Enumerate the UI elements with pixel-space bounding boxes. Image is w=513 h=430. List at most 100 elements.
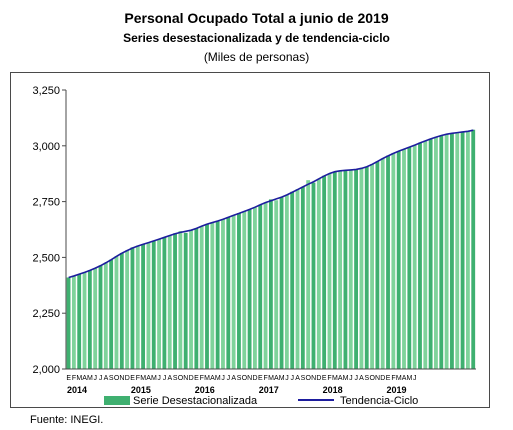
x-month-label: A [231,375,236,382]
x-month-label: F [136,375,140,382]
chart-frame [10,72,490,408]
bar [428,138,433,369]
bar [274,200,279,369]
x-month-label: E [194,375,199,382]
bar [167,235,172,369]
legend-line-label: Tendencia-Ciclo [340,395,418,407]
bar [402,149,406,369]
bar [199,226,204,369]
bar [455,132,460,369]
bar [135,245,140,369]
bar [119,252,124,369]
x-month-label: O [369,375,375,382]
x-month-label: E [322,375,327,382]
bar [460,131,465,369]
x-month-label: E [66,375,71,382]
x-month-label: A [338,375,343,382]
x-month-label: S [301,375,306,382]
bar [87,270,92,369]
x-month-label: M [151,375,157,382]
x-month-label: S [173,375,178,382]
bar [322,175,327,369]
bar [343,170,348,369]
x-month-label: M [140,375,146,382]
x-month-label: A [402,375,407,382]
x-month-label: J [413,375,417,382]
x-month-label: A [210,375,215,382]
bar [82,272,87,369]
x-month-label: J [227,375,231,382]
bar [210,222,215,369]
bar [284,194,289,369]
bar [173,233,177,369]
bar [125,250,130,369]
bar [434,136,438,369]
bar [77,274,82,369]
x-month-label: O [306,375,312,382]
y-tick-label: 2,750 [32,197,60,209]
bar [412,144,417,369]
x-year-label: 2014 [67,385,87,395]
bar [71,275,76,369]
bar [375,161,380,369]
x-month-label: J [99,375,103,382]
bar [327,173,332,369]
bar [423,140,428,369]
x-month-label: J [349,375,353,382]
bar [300,186,305,369]
bar [268,199,273,369]
x-month-label: M [87,375,93,382]
x-year-label: 2018 [323,385,343,395]
x-month-label: S [365,375,370,382]
bar [295,189,300,369]
bar [242,211,247,369]
x-year-label: 2015 [131,385,151,395]
x-month-label: D [380,375,385,382]
x-month-label: J [163,375,167,382]
x-month-label: D [252,375,257,382]
y-tick-label: 2,250 [32,308,60,320]
x-month-label: M [204,375,210,382]
bar [231,214,236,369]
bar [380,158,385,369]
bar [290,191,295,369]
bar [348,169,353,369]
bar [162,237,167,369]
bar [189,230,193,369]
bar [263,202,268,369]
bar [258,204,263,369]
y-tick-label: 2,000 [32,364,60,376]
x-month-label: F [264,375,268,382]
bar [338,170,343,369]
x-month-label: A [104,375,109,382]
bar [93,268,98,369]
x-month-label: F [391,375,395,382]
x-month-label: A [167,375,172,382]
source-note: Fuente: INEGI. [30,414,104,426]
bar [465,131,470,369]
bar [66,277,71,369]
x-month-label: J [94,375,98,382]
x-month-label: N [119,375,124,382]
x-month-label: M [396,375,402,382]
bar [183,232,188,369]
x-month-label: J [354,375,358,382]
bar [311,182,316,369]
bar [332,171,337,369]
bar [279,197,284,369]
x-month-label: F [200,375,204,382]
bar [157,239,161,369]
legend-bar-swatch [104,396,130,405]
bar [151,240,156,369]
x-year-label: 2017 [259,385,279,395]
y-tick-label: 3,000 [32,141,60,153]
bar [215,220,220,369]
chart-units: (Miles de personas) [203,50,310,64]
bar [471,129,476,369]
x-month-label: O [242,375,248,382]
x-month-label: A [295,375,300,382]
bar [146,242,151,369]
bar [370,164,374,369]
x-year-label: 2016 [195,385,215,395]
